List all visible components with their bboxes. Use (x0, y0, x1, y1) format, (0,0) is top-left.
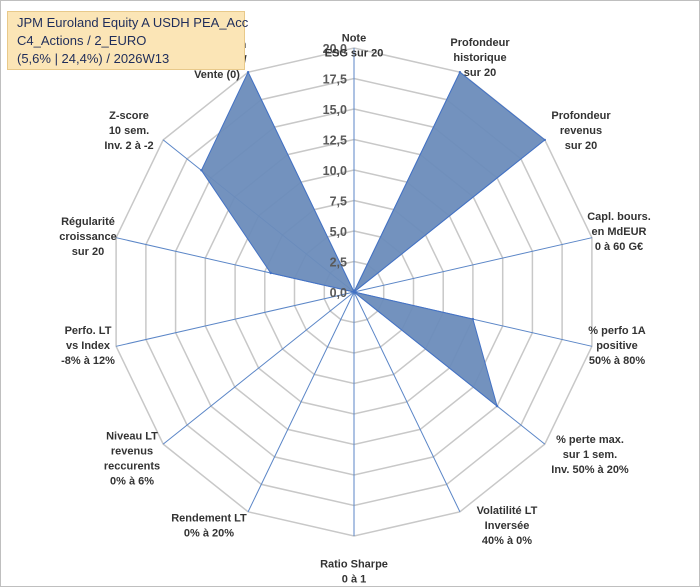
axis-label-line: sur 20 (464, 67, 496, 79)
axis-label-line: Note (342, 33, 366, 45)
axis-spoke (247, 291, 355, 513)
axis-label-line: Capl. bours. (587, 211, 651, 223)
axis-label-line: sur 20 (565, 140, 597, 152)
chart-title-line-1: JPM Euroland Equity A USDH PEA_Acc (17, 15, 249, 30)
axis-label: % perte max. sur 1 sem. Inv. 50% à 20% (551, 434, 629, 476)
axis-label-line: 40% à 0% (482, 535, 532, 547)
axis-label-line: Ratio Sharpe (320, 559, 388, 571)
axis-label-line: revenus (560, 125, 602, 137)
axis-label-line: Perfo. LT (65, 325, 112, 337)
tick-label: 15,0 (323, 103, 347, 117)
axis-label: Perfo. LT vs Index -8% à 12% (61, 325, 115, 367)
axis-label-line: 0 à 60 G€ (595, 241, 643, 253)
axis-label-line: Régularité (61, 216, 115, 228)
axis-label-line: Profondeur (450, 37, 510, 49)
axis-label-line: en MdEUR (592, 226, 647, 238)
axis-label-line: vs Index (66, 340, 111, 352)
data-point (200, 169, 203, 172)
axis-label: Volatilité LT Inversée 40% à 0% (477, 505, 538, 547)
axis-label-line: % perte max. (556, 434, 624, 446)
tick-label: 2,5 (330, 256, 347, 270)
tick-label: 12,5 (323, 134, 347, 148)
axis-label-line: sur 20 (72, 246, 104, 258)
axis-spoke (353, 291, 461, 513)
axis-label-line: croissance (59, 231, 116, 243)
axis-label: % perfo 1A positive 50% à 80% (588, 325, 646, 367)
axis-spoke (162, 291, 355, 445)
axis-label-line: Inv. 50% à 20% (551, 464, 629, 476)
data-point (543, 138, 546, 142)
axis-label-line: Volatilité LT (477, 505, 538, 517)
axis-label-line: sur 1 sem. (563, 449, 617, 461)
tick-label: 0,0 (330, 286, 347, 300)
axis-label-line: historique (453, 52, 506, 64)
tick-label: 17,5 (323, 73, 347, 87)
tick-labels: 0,0 2,5 5,0 7,5 10,0 12,5 15,0 17,5 20,0 (323, 42, 347, 300)
axis-label-line: 0% à 20% (184, 528, 234, 540)
axis-label-line: ESG sur 20 (325, 48, 384, 60)
axis-label-line: Niveau LT (106, 431, 158, 443)
axis-label: Note ESG sur 20 (325, 33, 384, 60)
axis-label-line: Profondeur (551, 110, 611, 122)
axis-label-line: positive (596, 340, 638, 352)
axis-label: Ratio Sharpe 0 à 1 (320, 559, 388, 586)
chart-title-line-3: (5,6% | 24,4%) / 2026W13 (17, 51, 170, 66)
axis-label-line: Z-score (109, 110, 149, 122)
axis-label-line: 0 à 1 (342, 574, 366, 586)
axis-label-line: 0% à 6% (110, 476, 154, 488)
axis-label-line: 50% à 80% (589, 355, 645, 367)
axis-labels: Note ESG sur 20 Profondeur historique sur 20… (59, 33, 651, 586)
chart-title-line-2: C4_Actions / 2_EURO (17, 33, 147, 48)
axis-label-line: reccurents (104, 461, 160, 473)
axis-label: Capl. bours. en MdEUR 0 à 60 G€ (587, 211, 651, 253)
axis-spoke (353, 237, 593, 293)
data-point (458, 71, 462, 74)
axis-label: Rendement LT 0% à 20% (171, 513, 247, 540)
data-point (269, 271, 272, 275)
tick-label: 20,0 (323, 42, 347, 56)
chart-title-box: JPM Euroland Equity A USDH PEA_Acc C4_Ac… (7, 11, 249, 70)
tick-label: 5,0 (330, 225, 347, 239)
data-point (246, 71, 250, 74)
axis-label: Z-score 10 sem. Inv. 2 à -2 (104, 110, 153, 152)
axis-label: Profondeur historique sur 20 (450, 37, 510, 79)
axis-label-line: Inversée (485, 520, 530, 532)
axis-label: Régularité croissance sur 20 (59, 216, 116, 258)
axis-label-line: 10 sem. (109, 125, 149, 137)
axis-label: Niveau LT revenus reccurents 0% à 6% (104, 431, 160, 488)
data-series (200, 71, 546, 408)
axis-label-line: -8% à 12% (61, 355, 115, 367)
tick-label: 7,5 (330, 195, 347, 209)
axis-label-line: revenus (111, 446, 153, 458)
axis-label: Profondeur revenus sur 20 (551, 110, 611, 152)
tick-label: 10,0 (323, 164, 347, 178)
data-point (495, 404, 499, 408)
data-point (471, 317, 475, 321)
axis-label-line: Inv. 2 à -2 (104, 140, 153, 152)
axis-label-line: Vente (0) (194, 69, 240, 81)
data-point (352, 290, 356, 294)
axis-spoke (115, 291, 355, 347)
axis-label-line: % perfo 1A (588, 325, 646, 337)
axis-label-line: Rendement LT (171, 513, 247, 525)
